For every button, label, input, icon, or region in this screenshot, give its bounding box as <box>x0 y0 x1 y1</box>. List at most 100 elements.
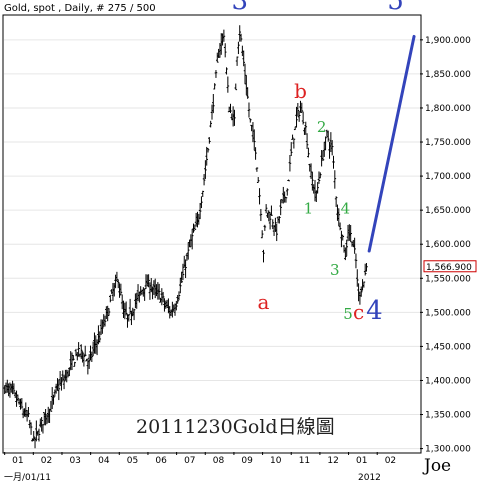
ohlc-bar <box>184 259 187 278</box>
ohlc-bar <box>198 202 202 220</box>
ohlc-bar <box>263 224 267 231</box>
ohlc-bar <box>77 342 80 357</box>
y-tick-label: 1,800.000 <box>425 104 471 114</box>
ohlc-bar <box>363 263 367 276</box>
ohlc-bar <box>262 249 265 263</box>
plot-frame <box>2 14 422 454</box>
ohlc-bar <box>40 416 43 432</box>
ohlc-bar <box>193 224 197 230</box>
ohlc-bar <box>205 146 209 166</box>
ohlc-bar <box>225 67 228 75</box>
ohlc-bar <box>62 374 66 390</box>
x-tick-label: 12 <box>327 456 338 466</box>
ohlc-bar <box>175 300 178 311</box>
ohlc-bar <box>333 170 337 189</box>
ohlc-bar <box>208 137 211 144</box>
ohlc-bar <box>279 199 282 216</box>
last-price-label: 1,566.900 <box>426 263 472 273</box>
x-axis: 01 02 03 04 05 06 07 08 09 10 11 12 01 02 <box>4 452 396 466</box>
ohlc-bar <box>116 279 120 289</box>
ohlc-bar <box>233 109 236 126</box>
ohlc-bar <box>258 188 261 205</box>
ohlc-bar <box>12 383 16 395</box>
chart-header: Gold, spot , Daily, # 275 / 500 <box>4 3 156 14</box>
ohlc-bar <box>256 177 260 184</box>
x-tick-label: 01 <box>12 456 23 466</box>
ohlc-bar <box>181 263 185 281</box>
wave-label: 5 <box>343 305 353 323</box>
ohlc-bar <box>82 353 86 367</box>
y-tick-label: 1,400.000 <box>425 376 471 386</box>
ohlc-bar <box>103 315 107 327</box>
last-price-box <box>423 260 477 273</box>
ohlc-bar <box>235 56 239 66</box>
ohlc-bar <box>349 225 352 242</box>
ohlc-bar <box>214 70 218 78</box>
ohlc-bar <box>157 283 161 300</box>
wave-label: 5 <box>387 0 404 16</box>
ohlc-bar <box>271 219 275 230</box>
y-tick-label: 1,550.000 <box>425 274 471 284</box>
y-tick-label: 1,300.000 <box>425 445 471 455</box>
y-tick-label: 1,750.000 <box>425 138 471 148</box>
ohlc-bar <box>201 190 205 197</box>
ohlc-bar <box>288 155 292 172</box>
ohlc-bar <box>226 76 230 93</box>
ohlc-bar <box>27 406 30 418</box>
ohlc-bar <box>179 277 182 294</box>
y-tick-label: 1,900.000 <box>425 36 471 46</box>
wave-label: 1 <box>304 200 314 218</box>
ohlc-bar <box>284 196 288 203</box>
last-price-marker: 1,566.900 <box>423 260 477 273</box>
wave-label: a <box>258 290 270 314</box>
ohlc-bar <box>57 379 61 401</box>
ohlc-bar <box>29 422 33 435</box>
ohlc-bar <box>291 134 294 140</box>
ohlc-bar <box>81 351 84 363</box>
ohlc-bar <box>32 431 36 442</box>
ohlc-bar <box>332 155 335 169</box>
ohlc-bar <box>90 351 94 362</box>
x-tick-label: 11 <box>299 456 310 466</box>
ohlc-bar <box>264 204 268 214</box>
ohlc-bar <box>254 147 257 160</box>
ohlc-bar <box>190 228 194 250</box>
ohlc-bar <box>296 102 300 117</box>
ohlc-bar <box>242 50 245 67</box>
y-tick-label: 1,350.000 <box>425 411 471 421</box>
ohlc-bar <box>337 208 341 227</box>
ohlc-bar <box>316 182 319 194</box>
ohlc-bar <box>60 377 63 391</box>
ohlc-bar <box>180 271 183 283</box>
ohlc-bar <box>107 308 111 317</box>
ohlc-bar <box>222 29 226 42</box>
ohlc-bar <box>292 138 296 149</box>
wave-label: 3 <box>330 261 340 279</box>
y-tick-label: 1,450.000 <box>425 342 471 352</box>
ohlc-bar <box>248 118 252 123</box>
x-tick-label: 02 <box>41 456 52 466</box>
y-tick-label: 1,700.000 <box>425 172 471 182</box>
ohlc-bar <box>132 308 136 321</box>
ohlc-bar <box>317 171 321 184</box>
ohlc-bar <box>300 102 304 113</box>
ohlc-bar <box>109 294 112 303</box>
x-tick-label: 07 <box>184 456 195 466</box>
ohlc-bar <box>353 237 356 254</box>
ohlc-bar <box>213 83 216 90</box>
ohlc-bar <box>239 33 243 42</box>
ohlc-bar <box>234 83 238 91</box>
ohlc-bar <box>297 110 301 122</box>
ohlc-bar <box>255 167 259 172</box>
author-signature: Joe <box>422 456 451 476</box>
ohlc-bar <box>127 314 131 322</box>
ohlc-bar <box>176 294 179 304</box>
x-year-label: 2012 <box>358 473 381 483</box>
ohlc-bar <box>247 102 251 118</box>
ohlc-bar <box>324 136 327 151</box>
ohlc-bar <box>177 291 181 301</box>
ohlc-bar <box>209 120 212 128</box>
ohlc-bar <box>79 344 83 360</box>
